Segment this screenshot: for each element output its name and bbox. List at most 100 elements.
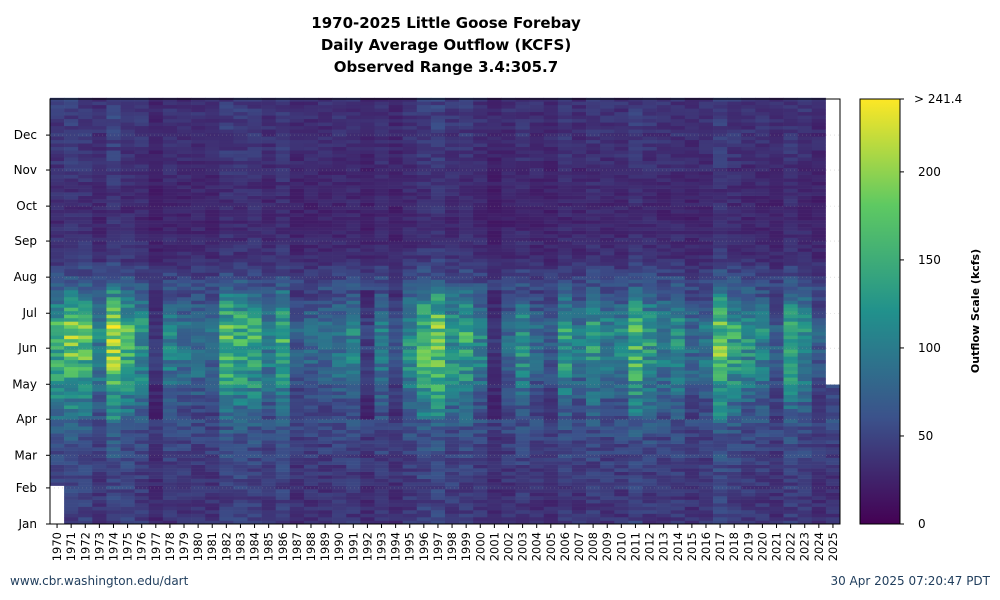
heatmap-cell [557, 321, 573, 326]
heatmap-cell [487, 118, 502, 123]
heatmap-cell [148, 157, 164, 162]
heatmap-cell [374, 475, 389, 479]
heatmap-cell [120, 510, 135, 514]
heatmap-cell [318, 394, 333, 399]
heatmap-cell [176, 394, 192, 399]
heatmap-cell [515, 303, 530, 308]
heatmap-cell [233, 220, 248, 224]
heatmap-cell [529, 213, 545, 217]
heatmap-cell [92, 227, 107, 231]
heatmap-cell [332, 314, 347, 319]
heatmap-cell [247, 220, 262, 224]
heatmap-cell [346, 289, 361, 294]
heatmap-cell [120, 143, 135, 148]
heatmap-cell [445, 384, 460, 389]
heatmap-cell [445, 352, 460, 357]
heatmap-cell [487, 227, 502, 231]
heatmap-cell [78, 129, 93, 134]
heatmap-cell [318, 513, 333, 518]
heatmap-cell [332, 307, 347, 312]
heatmap-cell [247, 258, 262, 263]
heatmap-cell [360, 143, 375, 148]
heatmap-cell [346, 342, 361, 347]
heatmap-cell [600, 118, 615, 123]
heatmap-cell [148, 321, 164, 326]
heatmap-cell [78, 206, 93, 210]
heatmap-cell [557, 101, 573, 106]
heatmap-cell [571, 366, 587, 371]
heatmap-cell [501, 335, 516, 340]
heatmap-cell [318, 510, 333, 514]
heatmap-cell [318, 485, 333, 490]
heatmap-cell [571, 356, 587, 361]
heatmap-cell [303, 300, 319, 305]
heatmap-cell [346, 433, 361, 437]
heatmap-cell [247, 293, 262, 298]
heatmap-cell [529, 317, 545, 322]
heatmap-cell [247, 101, 262, 106]
heatmap-cell [402, 359, 418, 364]
heatmap-cell [445, 265, 460, 270]
heatmap-cell [50, 160, 65, 165]
heatmap-cell [134, 461, 150, 465]
heatmap-cell [543, 328, 559, 333]
heatmap-cell [402, 153, 418, 158]
heatmap-cell [191, 363, 206, 368]
heatmap-cell [571, 468, 587, 472]
heatmap-cell [388, 440, 403, 444]
heatmap-cell [501, 146, 516, 151]
heatmap-cell [219, 517, 234, 521]
heatmap-cell [219, 97, 234, 102]
heatmap-cell [487, 447, 502, 451]
heatmap-cell [571, 321, 587, 326]
heatmap-cell [233, 440, 248, 444]
heatmap-cell [106, 269, 121, 273]
heatmap-cell [459, 275, 474, 280]
heatmap-cell [445, 97, 460, 102]
heatmap-cell [360, 461, 375, 465]
heatmap-cell [487, 482, 502, 486]
heatmap-cell [92, 115, 107, 120]
heatmap-cell [600, 419, 615, 423]
heatmap-cell [106, 104, 121, 109]
heatmap-cell [233, 387, 248, 392]
heatmap-cell [600, 125, 615, 130]
heatmap-cell [501, 394, 516, 399]
heatmap-cell [346, 101, 361, 106]
heatmap-cell [501, 342, 516, 347]
heatmap-cell [487, 195, 502, 200]
heatmap-cell [289, 199, 305, 203]
heatmap-cell [586, 310, 601, 315]
heatmap-cell [346, 412, 361, 417]
heatmap-cell [346, 457, 361, 462]
heatmap-cell [416, 321, 432, 326]
heatmap-cell [191, 195, 206, 200]
heatmap-cell [571, 429, 587, 434]
heatmap-cell [134, 380, 150, 385]
heatmap-cell [473, 265, 488, 270]
heatmap-cell [402, 286, 418, 291]
heatmap-cell [416, 489, 432, 493]
heatmap-cell [219, 296, 234, 301]
heatmap-cell [247, 97, 262, 102]
heatmap-cell [445, 471, 460, 476]
heatmap-cell [176, 255, 192, 259]
heatmap-cell [78, 223, 93, 228]
heatmap-cell [289, 279, 305, 284]
heatmap-cell [600, 143, 615, 148]
heatmap-cell [332, 426, 347, 430]
heatmap-cell [176, 415, 192, 420]
heatmap-cell [275, 160, 291, 165]
heatmap-cell [50, 234, 65, 238]
heatmap-cell [303, 349, 319, 354]
heatmap-cell [571, 391, 587, 396]
heatmap-cell [416, 195, 432, 200]
heatmap-cell [515, 289, 530, 294]
heatmap-cell [233, 464, 248, 469]
heatmap-cell [388, 269, 403, 273]
heatmap-cell [416, 506, 432, 511]
heatmap-cell [275, 433, 291, 437]
heatmap-cell [148, 282, 164, 287]
heatmap-cell [586, 412, 601, 417]
heatmap-cell [148, 506, 164, 511]
